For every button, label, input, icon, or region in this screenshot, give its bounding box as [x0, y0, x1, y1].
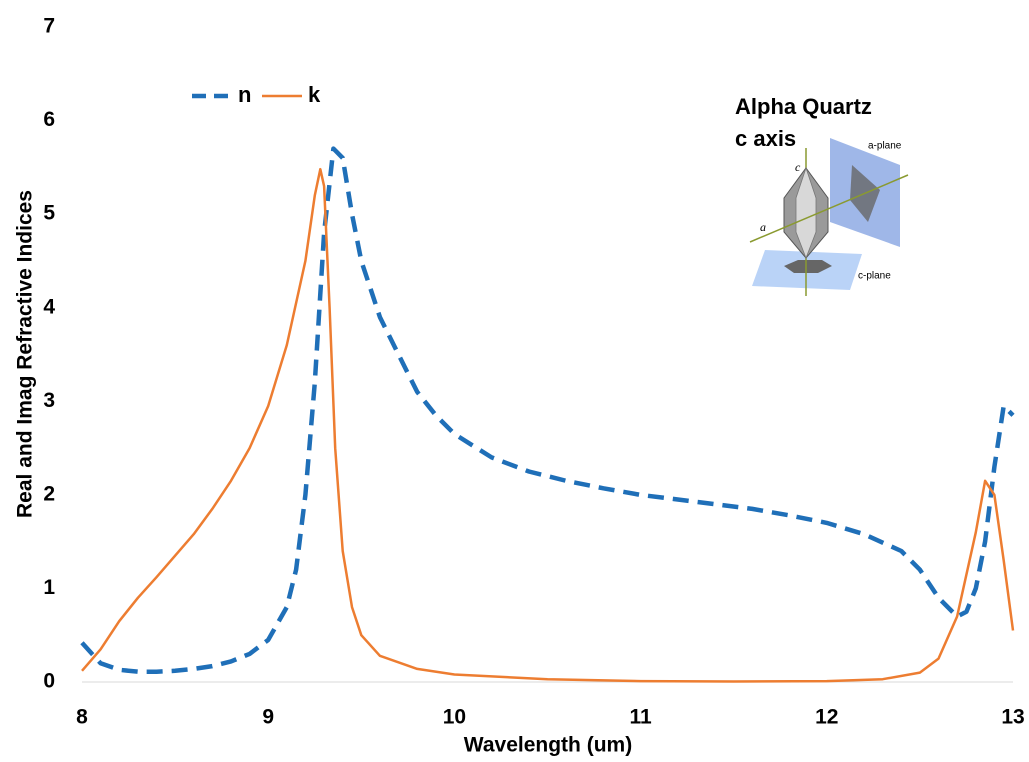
annotation: Alpha Quartz — [735, 94, 872, 119]
crystal-face — [795, 166, 817, 260]
y-tick-label: 3 — [43, 389, 55, 412]
x-tick-label: 9 — [262, 706, 274, 729]
x-tick-label: 11 — [629, 706, 652, 729]
x-tick-label: 10 — [443, 706, 466, 729]
y-tick-label: 4 — [43, 295, 55, 318]
y-tick-label: 0 — [43, 670, 55, 693]
y-tick-label: 7 — [43, 15, 55, 38]
annotation: c axis — [735, 126, 796, 151]
inset-label: a-plane — [868, 141, 902, 152]
inset-label: c-plane — [858, 271, 891, 282]
x-tick-label: 8 — [76, 706, 88, 729]
x-tick-label: 13 — [1001, 706, 1024, 729]
inset-label: c — [795, 160, 801, 174]
c-plane-section — [784, 260, 832, 273]
x-axis-label: Wavelength (um) — [464, 734, 632, 757]
y-tick-label: 1 — [43, 576, 55, 599]
x-tick-label: 12 — [815, 706, 838, 729]
legend-label: n — [238, 82, 251, 107]
y-tick-label: 6 — [43, 108, 55, 131]
inset-label: a — [760, 220, 766, 234]
y-tick-label: 2 — [43, 482, 55, 505]
y-axis-label: Real and Imag Refractive Indices — [14, 190, 37, 518]
a-axis-line — [749, 174, 909, 243]
series-line — [81, 167, 1015, 683]
y-tick-label: 5 — [43, 202, 55, 225]
legend-label: k — [308, 82, 321, 107]
series-line — [80, 146, 1015, 674]
inset-diagram: a-plane c-plane c a — [749, 138, 909, 296]
